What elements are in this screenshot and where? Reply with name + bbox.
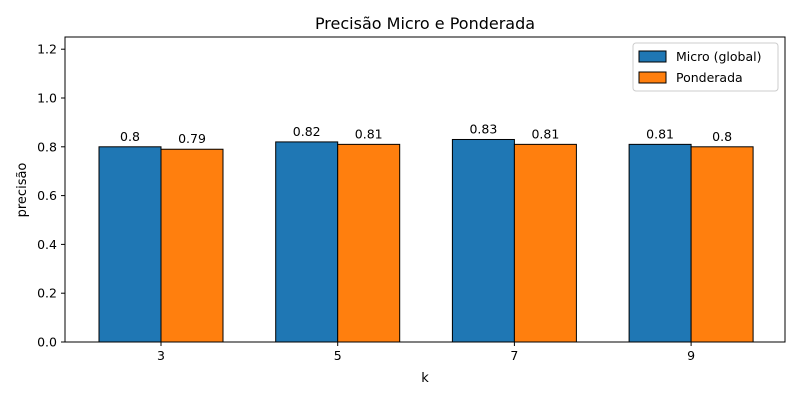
bar-micro-k7 [451, 138, 515, 343]
y-tick-label-0.0: 0.0 [37, 335, 57, 350]
x-tick-label-5: 5 [334, 348, 342, 363]
bar-ponderada-k5 [337, 143, 401, 343]
legend-label-ponderada: Ponderada [676, 70, 743, 85]
bar-ponderada-k7 [513, 143, 577, 343]
y-tick-label-1.0: 1.0 [37, 91, 57, 106]
y-tick-label-0.2: 0.2 [37, 286, 57, 301]
legend-label-micro: Micro (global) [676, 49, 762, 64]
y-tick-label-0.8: 0.8 [37, 139, 57, 154]
x-tick-label-7: 7 [510, 348, 518, 363]
y-axis-label: precisão [15, 163, 30, 218]
data-labels-layer: 0.8 0.79 0.82 0.81 0.83 0.81 0.81 0.8 [120, 121, 732, 146]
data-label-ponderada-k3: 0.79 [178, 131, 206, 146]
data-label-micro-k7: 0.83 [469, 121, 497, 136]
bar-micro-k9 [628, 143, 692, 343]
plot-frame [64, 36, 786, 343]
data-label-micro-k5: 0.82 [293, 124, 321, 139]
bars-layer [98, 138, 754, 343]
x-tick-label-9: 9 [687, 348, 695, 363]
bar-micro-k3 [98, 146, 162, 343]
bar-ponderada-k9 [690, 146, 754, 343]
bar-micro-k5 [275, 141, 339, 343]
x-axis-label: k [421, 371, 429, 386]
y-tick-label-0.6: 0.6 [37, 188, 57, 203]
y-axis-ticks: 0.0 0.2 0.4 0.6 0.8 1.0 1.2 [37, 42, 65, 350]
legend: Micro (global) Ponderada [632, 42, 779, 92]
legend-box [632, 42, 779, 92]
data-label-ponderada-k5: 0.81 [355, 126, 383, 141]
data-label-micro-k3: 0.8 [120, 129, 140, 144]
x-axis-ticks: 3 5 7 9 [157, 342, 695, 363]
data-label-ponderada-k7: 0.81 [531, 126, 559, 141]
y-tick-label-1.2: 1.2 [37, 42, 57, 57]
x-tick-label-3: 3 [157, 348, 165, 363]
chart-title: Precisão Micro e Ponderada [315, 14, 535, 33]
y-tick-label-0.4: 0.4 [37, 237, 57, 252]
bar-ponderada-k3 [160, 148, 224, 343]
data-label-micro-k9: 0.81 [646, 126, 674, 141]
legend-swatch-ponderada [638, 71, 667, 84]
legend-swatch-micro [638, 50, 667, 63]
data-label-ponderada-k9: 0.8 [712, 129, 732, 144]
